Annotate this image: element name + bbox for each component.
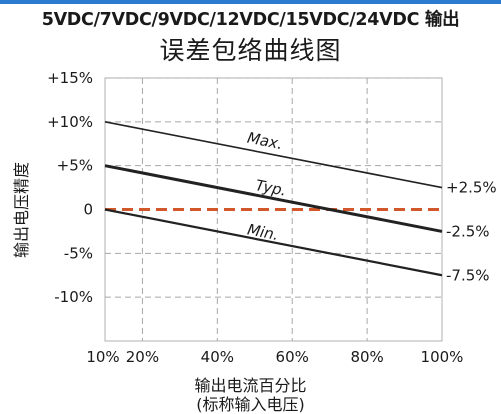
series-label-max: Max.	[246, 129, 285, 154]
x-tick-label: 100%	[421, 348, 464, 366]
chart-title: 误差包络曲线图	[159, 36, 342, 65]
series-line-min	[104, 208, 443, 277]
series-label-typ: Typ.	[254, 176, 288, 200]
series-line-typ	[104, 164, 443, 233]
end-label-min: -7.5%	[446, 266, 490, 284]
y-tick-label: -10%	[54, 288, 93, 306]
y-tick-label: +5%	[57, 157, 93, 175]
y-tick-label: -5%	[64, 244, 93, 262]
end-label-max: +2.5%	[446, 179, 497, 197]
x-tick-label: 60%	[276, 348, 309, 366]
y-tick-label: +10%	[47, 113, 93, 131]
x-tick-label: 20%	[126, 348, 159, 366]
x-axis-label: 输出电流百分比 (标称输入电压)	[0, 376, 501, 414]
x-tick-label: 80%	[350, 348, 383, 366]
x-tick-label: 10%	[86, 348, 119, 366]
top-accent-bar	[0, 0, 501, 4]
series-line-max	[104, 121, 443, 189]
y-tick-label: 0	[83, 201, 93, 219]
plot-frame	[104, 77, 443, 342]
y-tick-label: +15%	[47, 69, 93, 87]
end-label-typ: -2.5%	[446, 222, 490, 240]
y-axis-label: 输出电压精度	[12, 161, 31, 259]
chart-heading: 5VDC/7VDC/9VDC/12VDC/15VDC/24VDC 输出	[41, 10, 460, 30]
x-axis-label-line-2: (标称输入电压)	[196, 395, 305, 414]
x-tick-label: 40%	[201, 348, 234, 366]
series-label-min: Min.	[246, 220, 280, 244]
x-axis-label-line-1: 输出电流百分比	[194, 376, 307, 395]
